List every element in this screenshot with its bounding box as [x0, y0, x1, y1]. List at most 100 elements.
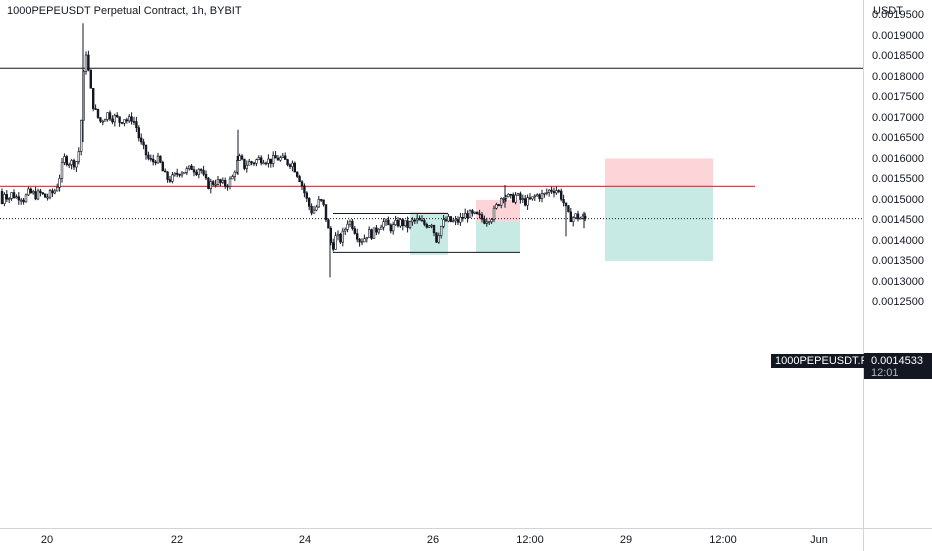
candle-body [531, 196, 534, 200]
candle-body [341, 230, 344, 243]
candle-body [195, 171, 198, 175]
candle-body [255, 159, 258, 164]
bar-countdown: 12:01 [871, 367, 899, 379]
candle-body [140, 137, 143, 143]
candle-body [221, 180, 224, 183]
candle-body [567, 205, 570, 213]
candle-body [475, 211, 479, 215]
candle-body [449, 216, 452, 222]
candle-body [89, 69, 93, 89]
candle-body [555, 190, 558, 194]
candle-body [240, 155, 244, 160]
candle-body [485, 221, 488, 224]
candle-body [367, 229, 371, 238]
y-tick-label: 0.0014000 [872, 234, 924, 247]
x-tick-label: 12:00 [709, 534, 737, 546]
candle-body [161, 161, 164, 172]
stop-loss-zone [605, 158, 713, 187]
candle-body [511, 194, 515, 203]
candle-body [200, 169, 203, 171]
candle-body [101, 120, 105, 123]
candle-body [264, 162, 268, 165]
candle-body [0, 191, 4, 204]
y-tick-label: 0.0013500 [872, 255, 924, 267]
time-axis[interactable]: 20 22 24 26 12:00 29 12:00 Jun [0, 528, 863, 551]
candle-body [375, 227, 378, 233]
y-tick-label: 0.0014500 [872, 214, 924, 226]
last-price-value: 0.0014533 [871, 355, 923, 367]
candle-body [293, 162, 296, 173]
candle-body [514, 194, 517, 203]
candle-body [212, 181, 215, 185]
candle-body [188, 165, 191, 169]
candle-body [31, 191, 35, 194]
candle-body [425, 224, 428, 228]
candle-body [557, 190, 561, 192]
candle-body [377, 229, 380, 233]
chart-plot-area[interactable] [0, 0, 863, 528]
candle-body [365, 237, 368, 240]
candle-body [574, 213, 577, 218]
candle-body [5, 194, 9, 200]
x-tick-label: 24 [298, 534, 312, 546]
candle-body [58, 178, 61, 188]
candle-body [209, 181, 212, 189]
candle-body [507, 193, 510, 197]
take-profit-zone [476, 221, 520, 253]
candle-body [144, 144, 148, 156]
y-tick-label: 0.0017000 [872, 111, 924, 124]
candle-body [355, 233, 359, 240]
candle-body [315, 206, 318, 211]
candle-body [39, 190, 42, 193]
candle-body [322, 199, 325, 205]
candle-body [34, 191, 37, 200]
candle-body [243, 158, 246, 169]
candle-body [526, 197, 529, 206]
candle-body [473, 211, 476, 214]
candle-body [216, 179, 220, 185]
candle-body [262, 162, 265, 165]
candle-body [130, 116, 133, 122]
candle-body [224, 180, 227, 187]
candle-body [147, 154, 150, 159]
candle-body [370, 229, 373, 239]
y-tick-label: 0.0012500 [872, 296, 924, 308]
take-profit-zone [605, 186, 713, 261]
candle-body [53, 190, 57, 194]
candle-body [63, 156, 66, 163]
candle-body [552, 191, 556, 194]
candle-body [550, 189, 553, 192]
candle-body [559, 190, 563, 200]
candle-body [8, 198, 11, 200]
price-axis[interactable]: USDT 0.0019500 0.0019000 0.0018500 0.001800… [863, 0, 932, 528]
candle-body [252, 162, 256, 165]
candle-body [466, 213, 469, 219]
candle-body [152, 158, 155, 163]
candle-body [166, 171, 169, 180]
candle-body [183, 172, 186, 174]
stop-loss-zone [476, 199, 520, 222]
axis-corner[interactable] [863, 528, 932, 551]
candle-body [415, 218, 419, 221]
candle-body [286, 159, 289, 165]
candle-body [22, 199, 25, 203]
y-tick-label: 0.0013000 [872, 275, 924, 288]
candle-body [276, 157, 280, 161]
candle-body [77, 151, 81, 162]
candle-body [317, 199, 320, 208]
candle-body [343, 229, 347, 232]
candle-body [197, 169, 200, 175]
candle-body [408, 221, 412, 228]
candle-body [41, 192, 45, 195]
candle-body [382, 221, 385, 228]
candle-body [403, 220, 407, 227]
candle-body [185, 168, 188, 173]
y-tick-label: 0.0015000 [872, 193, 924, 206]
candle-body [27, 188, 30, 196]
candle-body [65, 156, 69, 166]
candle-body [319, 199, 323, 201]
candle-body [55, 187, 59, 192]
candle-body [528, 197, 532, 200]
candle-body [176, 172, 179, 175]
candle-body [171, 174, 174, 182]
